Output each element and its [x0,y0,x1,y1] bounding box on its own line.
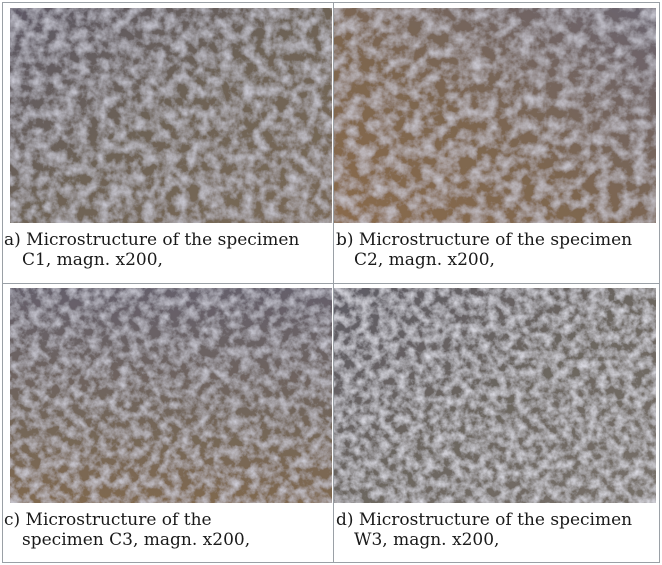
caption-c-line2: specimen C3, magn. x200, [22,530,251,550]
caption-d-line1: d) Microstructure of the specimen [336,510,633,530]
caption-b-line2: C2, magn. x200, [354,250,495,270]
divider-vertical [333,2,334,563]
caption-c-line1: c) Microstructure of the [4,510,212,530]
caption-b: b) Microstructure of the specimen C2, ma… [336,230,658,270]
caption-a: a) Microstructure of the specimen C1, ma… [4,230,334,270]
panel-a: a) Microstructure of the specimen C1, ma… [4,8,332,283]
caption-a-line1: a) Microstructure of the specimen [4,230,300,250]
caption-d-line2: W3, magn. x200, [354,530,500,550]
micrograph-image-c [10,288,332,503]
micrograph-image-b [334,8,656,223]
micrograph-image-a [10,8,332,223]
divider-horizontal [2,283,660,284]
caption-b-line1: b) Microstructure of the specimen [336,230,633,250]
panel-c: c) Microstructure of the specimen C3, ma… [4,288,332,563]
caption-a-line2: C1, magn. x200, [22,250,163,270]
caption-c: c) Microstructure of the specimen C3, ma… [4,510,334,550]
caption-d: d) Microstructure of the specimen W3, ma… [336,510,658,550]
panel-d: d) Microstructure of the specimen W3, ma… [334,288,656,563]
micrograph-image-d [334,288,656,503]
panel-b: b) Microstructure of the specimen C2, ma… [334,8,656,283]
